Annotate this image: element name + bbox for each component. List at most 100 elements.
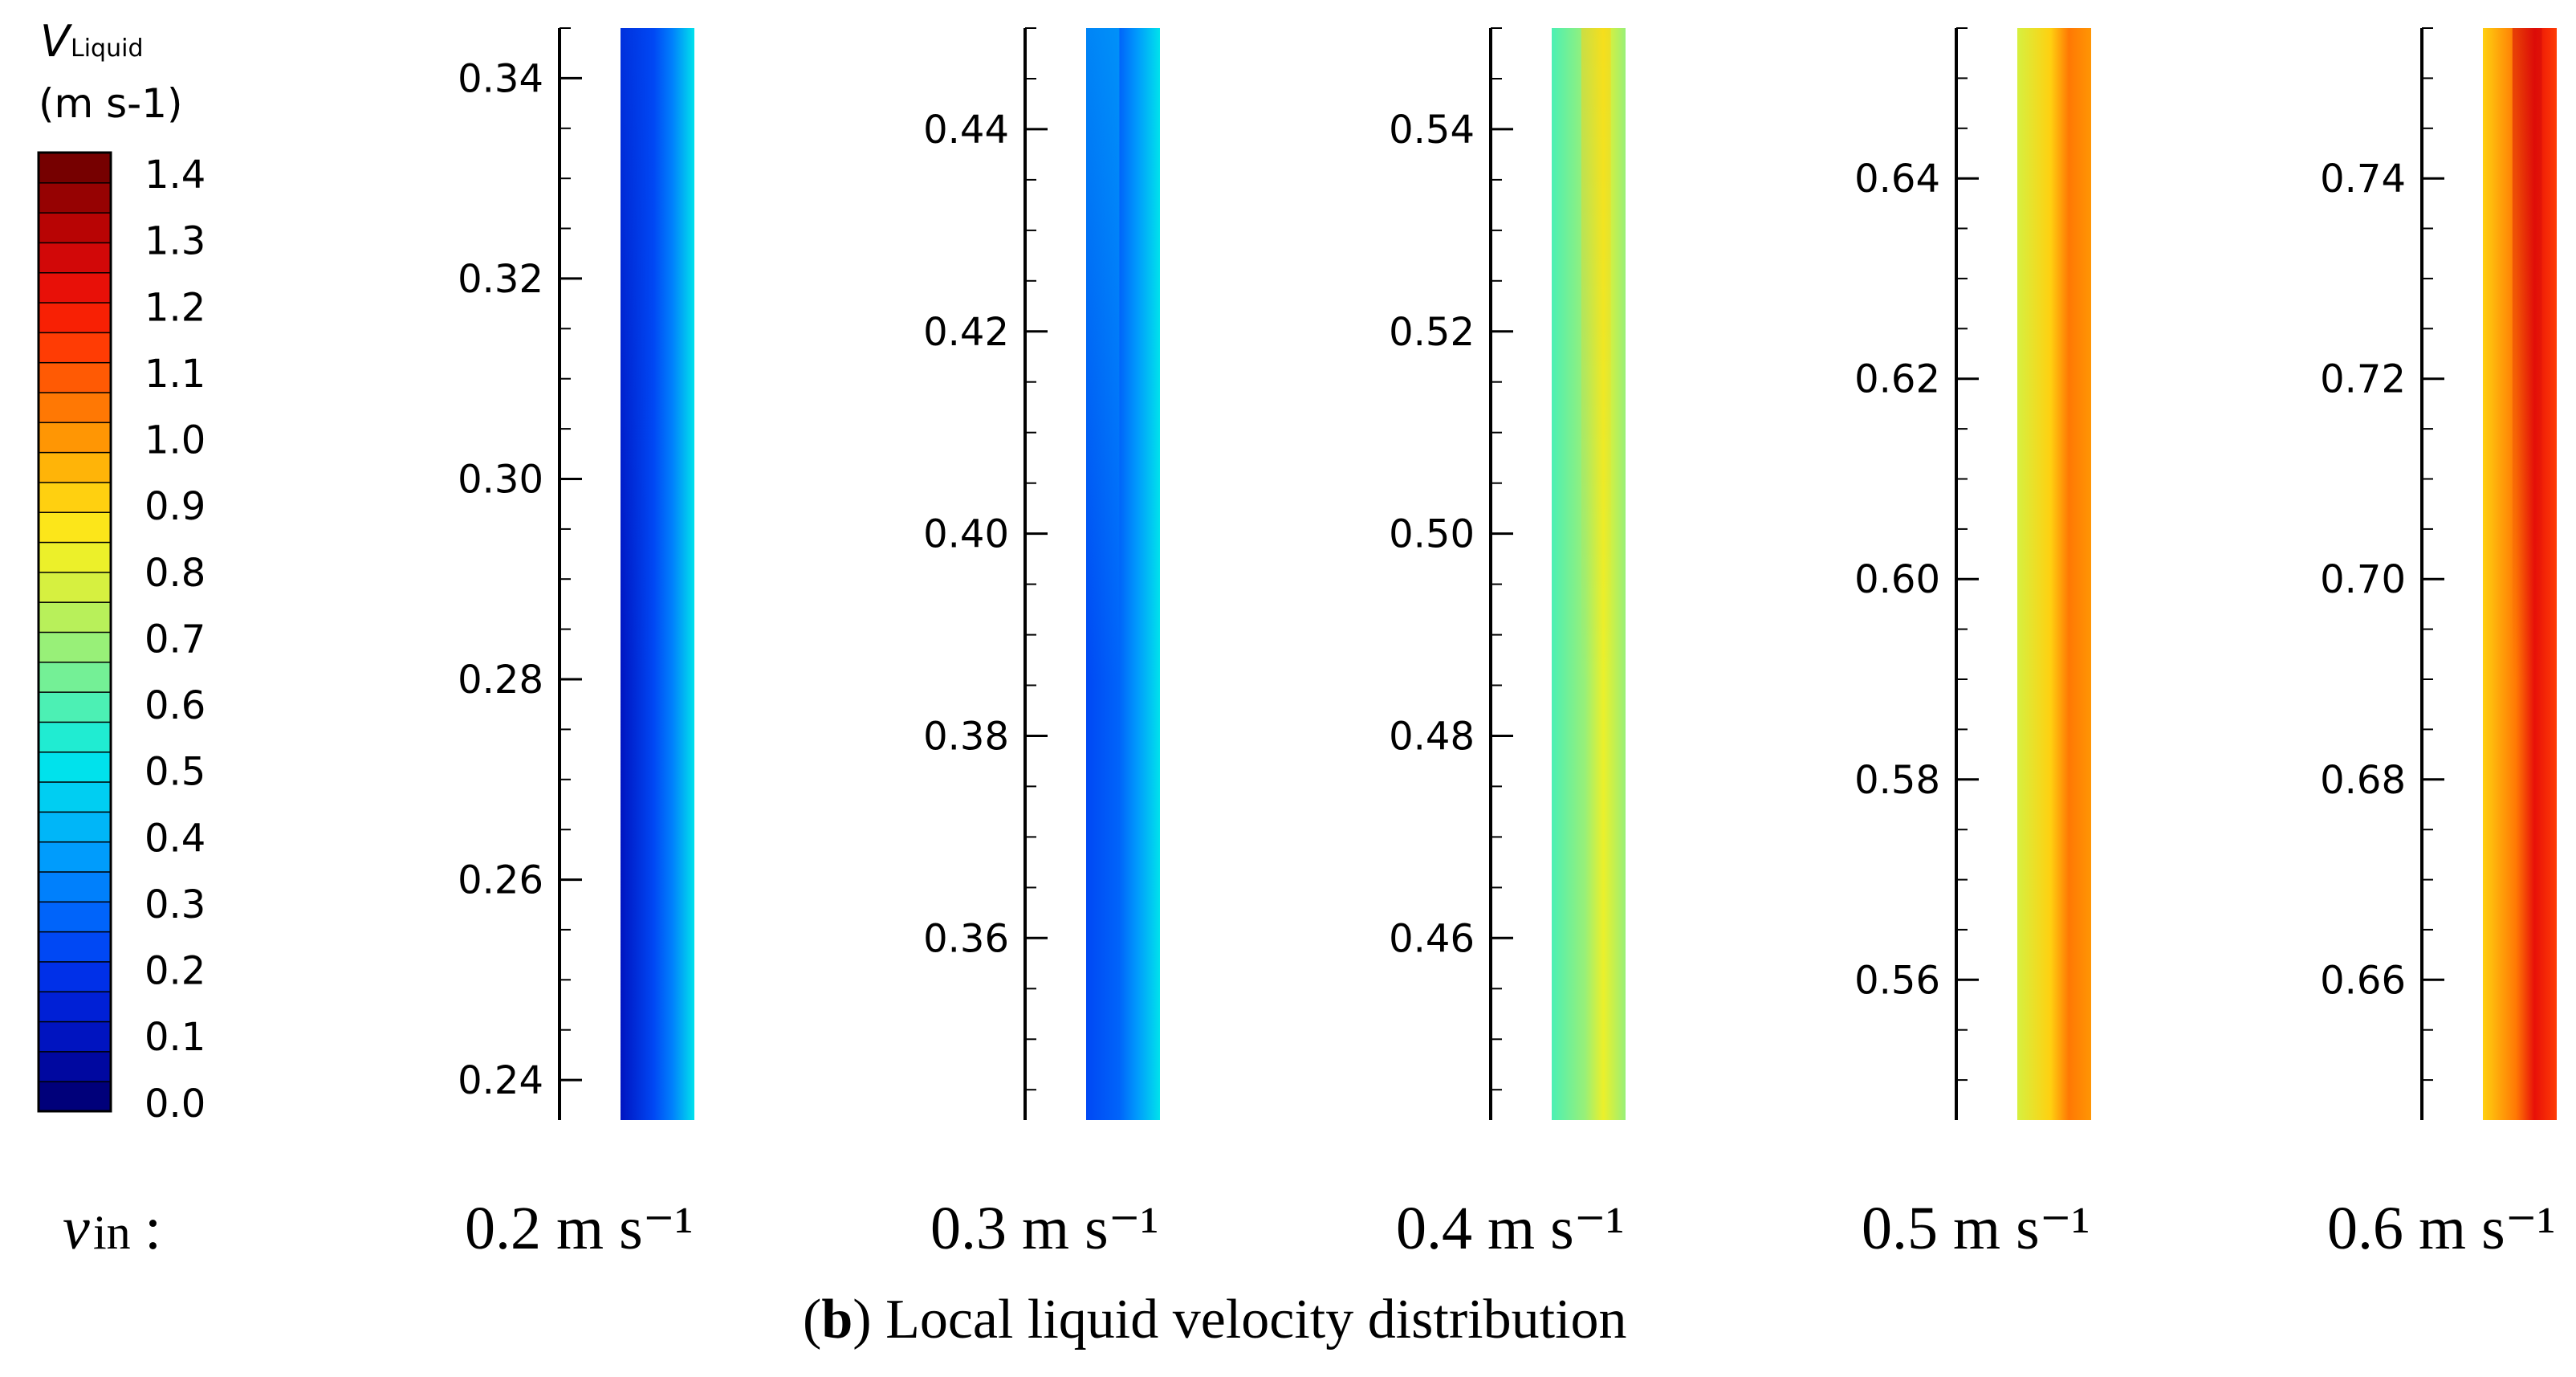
colorbar-tick-label: 0.2 — [144, 949, 206, 994]
inlet-velocity-value: 0.4 m s⁻¹ — [1396, 1195, 1625, 1262]
y-tick-label: 0.26 — [458, 858, 543, 903]
colorbar-band — [38, 1080, 112, 1113]
colorbar-band — [38, 451, 112, 483]
y-tick-label: 0.70 — [2320, 557, 2406, 602]
colorbar-band — [38, 422, 112, 454]
y-tick-label: 0.60 — [1854, 557, 1940, 602]
colorbar-band — [38, 780, 112, 813]
colorbar-band — [38, 541, 112, 573]
y-tick-label: 0.68 — [2320, 758, 2406, 803]
y-tick-label: 0.58 — [1854, 758, 1940, 803]
colorbar-band — [38, 841, 112, 873]
colorbar-tick-label: 1.0 — [144, 418, 206, 463]
y-tick-label: 0.54 — [1389, 108, 1475, 153]
y-tick-label: 0.50 — [1389, 512, 1475, 557]
colorbar-band — [38, 811, 112, 843]
colorbar-band — [38, 661, 112, 693]
colorbar-band — [38, 271, 112, 304]
y-tick-label: 0.32 — [458, 257, 543, 302]
contour-panel: 0.24 0.26 0.28 0.30 0.32 0.34 0.2 m s⁻¹ — [458, 27, 694, 1262]
colorbar-band — [38, 691, 112, 723]
contour-strip-overlay — [2512, 28, 2542, 1120]
colorbar-band — [38, 601, 112, 634]
colorbar-band — [38, 332, 112, 364]
y-tick-label: 0.42 — [923, 310, 1009, 355]
colorbar-tick-label: 0.0 — [144, 1082, 206, 1126]
y-tick-label: 0.44 — [923, 108, 1009, 153]
y-tick-label: 0.46 — [1389, 916, 1475, 961]
inlet-velocity-value: 0.3 m s⁻¹ — [930, 1195, 1159, 1262]
colorbar-tick-label: 0.6 — [144, 683, 206, 728]
y-tick-label: 0.64 — [1854, 157, 1940, 202]
colorbar-tick-label: 1.4 — [144, 153, 206, 198]
contour-strip-overlay — [1086, 28, 1120, 1120]
vin-subscript: in — [93, 1206, 131, 1259]
colorbar-band — [38, 152, 112, 184]
colorbar-tick-label: 1.1 — [144, 352, 206, 397]
colorbar-band — [38, 181, 112, 214]
y-tick-label: 0.56 — [1854, 958, 1940, 1003]
y-tick-label: 0.24 — [458, 1058, 543, 1103]
colorbar-band — [38, 631, 112, 663]
colorbar-band — [38, 242, 112, 274]
colorbar-band — [38, 870, 112, 903]
colorbar-legend: V Liquid (m s-1) 0.00.10.20.30.40.50.60.… — [37, 16, 206, 1126]
caption-panel-letter: b — [821, 1289, 853, 1351]
vin-colon: : — [144, 1195, 161, 1262]
colorbar-tick-label: 0.8 — [144, 551, 206, 596]
caption-close-paren: ) — [853, 1289, 871, 1351]
y-tick-label: 0.40 — [923, 512, 1009, 557]
colorbar-tick-label: 1.3 — [144, 219, 206, 264]
y-tick-label: 0.30 — [458, 458, 543, 503]
y-tick-label: 0.72 — [2320, 357, 2406, 402]
colorbar-band — [38, 721, 112, 753]
colorbar-tick-label: 0.7 — [144, 617, 206, 662]
contour-panels: 0.24 0.26 0.28 0.30 0.32 0.34 0.2 m s⁻¹ 0.36 0.3… — [458, 27, 2557, 1262]
colorbar-band — [38, 211, 112, 244]
colorbar-band — [38, 301, 112, 334]
colorbar-tick-label: 1.2 — [144, 285, 206, 330]
colorbar-band — [38, 481, 112, 514]
inlet-velocity-value: 0.6 m s⁻¹ — [2327, 1195, 2556, 1262]
colorbar-band — [38, 391, 112, 424]
inlet-velocity-value: 0.2 m s⁻¹ — [465, 1195, 694, 1262]
y-tick-label: 0.52 — [1389, 310, 1475, 355]
legend-symbol: V — [40, 16, 73, 67]
y-tick-label: 0.48 — [1389, 715, 1475, 760]
y-tick-label: 0.28 — [458, 658, 543, 703]
colorbar-tick-label: 0.3 — [144, 882, 206, 927]
legend-subscript: Liquid — [71, 35, 143, 63]
colorbar-band — [38, 901, 112, 933]
legend-unit: (m s-1) — [39, 80, 183, 127]
contour-strip-overlay — [1581, 28, 1611, 1120]
y-tick-label: 0.34 — [458, 56, 543, 101]
colorbar-band — [38, 1021, 112, 1053]
vin-label: v — [63, 1195, 90, 1262]
contour-panel: 0.36 0.38 0.40 0.42 0.44 0.3 m s⁻¹ — [923, 27, 1160, 1262]
y-tick-label: 0.36 — [923, 916, 1009, 961]
colorbar-band — [38, 571, 112, 603]
colorbar-band — [38, 991, 112, 1023]
y-tick-label: 0.62 — [1854, 357, 1940, 402]
y-tick-label: 0.74 — [2320, 157, 2406, 202]
contour-strip — [2017, 28, 2091, 1120]
colorbar-tick-label: 0.4 — [144, 816, 206, 861]
colorbar-bands — [37, 151, 112, 1113]
contour-strip-overlay — [621, 28, 654, 1120]
contour-panel: 0.56 0.58 0.60 0.62 0.64 0.5 m s⁻¹ — [1854, 27, 2091, 1262]
colorbar-tick-label: 0.5 — [144, 750, 206, 795]
contour-panel: 0.66 0.68 0.70 0.72 0.74 0.6 m s⁻¹ — [2320, 27, 2557, 1262]
colorbar-frame — [37, 151, 112, 1113]
colorbar-band — [38, 361, 112, 393]
inlet-velocity-row: v in : — [63, 1195, 161, 1262]
colorbar-labels: 0.0 0.1 0.2 0.3 0.4 0.5 0.6 0.7 0.8 0.9 1.0 1.1 1.2 1… — [144, 153, 206, 1126]
contour-panel: 0.46 0.48 0.50 0.52 0.54 0.4 m s⁻¹ — [1389, 27, 1626, 1262]
y-tick-label: 0.66 — [2320, 958, 2406, 1003]
colorbar-band — [38, 960, 112, 992]
colorbar-band — [38, 511, 112, 544]
colorbar-band — [38, 931, 112, 963]
colorbar-band — [38, 751, 112, 783]
caption-text: Local liquid velocity distribution — [872, 1289, 1627, 1351]
